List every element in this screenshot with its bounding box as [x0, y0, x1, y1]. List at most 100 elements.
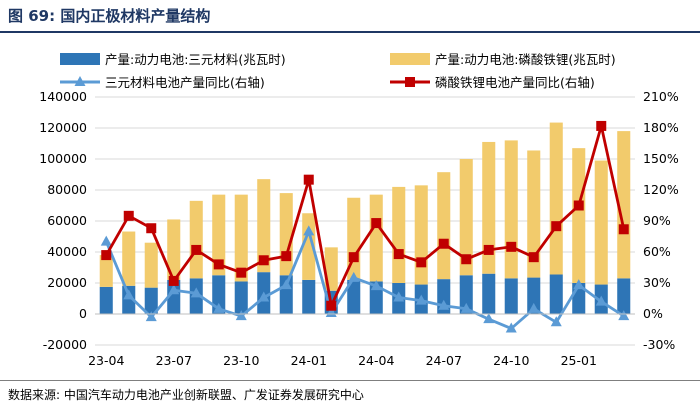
x-tick-label: 24-07 [426, 353, 462, 368]
point-ncm-yoy [618, 310, 630, 321]
point-lfp-yoy [573, 200, 584, 211]
point-lfp-yoy [483, 244, 494, 255]
legend-swatch-lfp [390, 53, 430, 65]
bar-lfp [572, 148, 586, 283]
y-right-tick-label: 60% [643, 244, 671, 259]
bar-ncm [122, 285, 136, 314]
point-ncm-yoy [348, 271, 360, 282]
bar-lfp [167, 219, 181, 280]
bar-lfp [549, 122, 563, 275]
point-ncm-yoy [460, 302, 472, 313]
bar-lfp [369, 194, 383, 282]
line-lfp-yoy [105, 124, 626, 308]
point-ncm-yoy [100, 235, 112, 246]
point-ncm-yoy [393, 291, 405, 302]
figure-title: 图 69: 国内正极材料产量结构 [8, 7, 211, 25]
legend-label: 磷酸铁锂电池产量同比(右轴) [435, 75, 595, 90]
bar-ncm [527, 277, 541, 314]
legend-label: 产量:动力电池:三元材料(兆瓦时) [105, 52, 286, 67]
bars [99, 122, 631, 314]
y-left-tick-label: -20000 [43, 337, 87, 352]
y-left-tick-label: 0 [79, 306, 87, 321]
bar-lfp [482, 141, 496, 274]
bar-lfp [144, 242, 158, 288]
y-right-tick-label: 150% [643, 151, 679, 166]
bar-ncm [302, 279, 316, 314]
bar-ncm [234, 281, 248, 314]
y-right-tick-label: 0% [643, 306, 663, 321]
x-tick-label: 25-01 [561, 353, 597, 368]
point-lfp-yoy [438, 238, 449, 249]
legend-label: 三元材料电池产量同比(右轴) [105, 75, 265, 90]
point-ncm-yoy [235, 310, 247, 321]
bar-ncm [617, 278, 631, 314]
bar-lfp [392, 186, 406, 283]
point-lfp-yoy [618, 224, 629, 235]
point-lfp-yoy [326, 300, 337, 311]
bar-lfp [99, 255, 113, 287]
x-tick-label: 24-10 [493, 353, 529, 368]
bar-lfp [617, 131, 631, 279]
y-left-tick-label: 40000 [47, 244, 87, 259]
legend-swatch-ncm [60, 53, 100, 65]
legend: 产量:动力电池:三元材料(兆瓦时) 产量:动力电池:磷酸铁锂(兆瓦时) 三元材料电池… [60, 52, 616, 90]
point-lfp-yoy [213, 259, 224, 270]
legend-label: 产量:动力电池:磷酸铁锂(兆瓦时) [435, 52, 616, 67]
lines [100, 120, 630, 333]
y-left-tick-label: 60000 [47, 213, 87, 228]
point-ncm-yoy [550, 316, 562, 327]
bar-lfp [504, 140, 518, 279]
y-left-tick-label: 120000 [39, 120, 87, 135]
source-rule [0, 380, 700, 381]
point-lfp-yoy [551, 221, 562, 232]
point-lfp-yoy [236, 267, 247, 278]
point-ncm-yoy [303, 225, 315, 236]
point-lfp-yoy [371, 218, 382, 229]
bar-lfp [459, 159, 473, 276]
bar-ncm [482, 273, 496, 314]
point-ncm-yoy [168, 284, 180, 295]
y-right-tick-label: 120% [643, 182, 679, 197]
point-lfp-yoy [101, 250, 112, 261]
point-lfp-yoy [506, 241, 517, 252]
point-lfp-yoy [146, 223, 157, 234]
point-lfp-yoy [303, 174, 314, 185]
bar-ncm [144, 287, 158, 314]
point-ncm-yoy [483, 313, 495, 324]
x-tick-label: 23-04 [88, 353, 124, 368]
bar-lfp [212, 194, 226, 276]
bar-lfp [122, 231, 136, 286]
y-right-tick-label: 180% [643, 120, 679, 135]
point-lfp-yoy [191, 244, 202, 255]
x-tick-label: 24-04 [358, 353, 394, 368]
point-ncm-yoy [370, 280, 382, 291]
bar-ncm [549, 274, 563, 314]
bar-ncm [212, 275, 226, 314]
chart: -20000 0 20000 40000 60000 80000 100000 120000 1… [39, 52, 679, 368]
point-ncm-yoy [438, 299, 450, 310]
x-tick-label: 23-10 [223, 353, 259, 368]
x-tick-label: 23-07 [156, 353, 192, 368]
bar-lfp [189, 200, 203, 279]
y-right-tick-label: 30% [643, 275, 671, 290]
bar-lfp [302, 213, 316, 280]
point-lfp-yoy [596, 120, 607, 131]
point-ncm-yoy [573, 279, 585, 290]
source-note: 数据来源: 中国汽车动力电池产业创新联盟、广发证券发展研究中心 [8, 388, 364, 402]
point-lfp-yoy [348, 252, 359, 263]
bar-lfp [257, 179, 271, 273]
point-lfp-yoy [123, 210, 134, 221]
bar-lfp [437, 172, 451, 280]
point-lfp-yoy [416, 257, 427, 268]
y-left-tick-label: 140000 [39, 89, 87, 104]
point-lfp-yoy [168, 275, 179, 286]
point-lfp-yoy [393, 249, 404, 260]
bar-lfp [594, 160, 608, 285]
legend-marker-ncm [74, 76, 86, 86]
title-rule [0, 31, 700, 33]
y-left-tick-label: 100000 [39, 151, 87, 166]
y-right-tick-label: -30% [643, 337, 675, 352]
point-ncm-yoy [145, 311, 157, 322]
bar-ncm [167, 279, 181, 314]
point-ncm-yoy [213, 302, 225, 313]
